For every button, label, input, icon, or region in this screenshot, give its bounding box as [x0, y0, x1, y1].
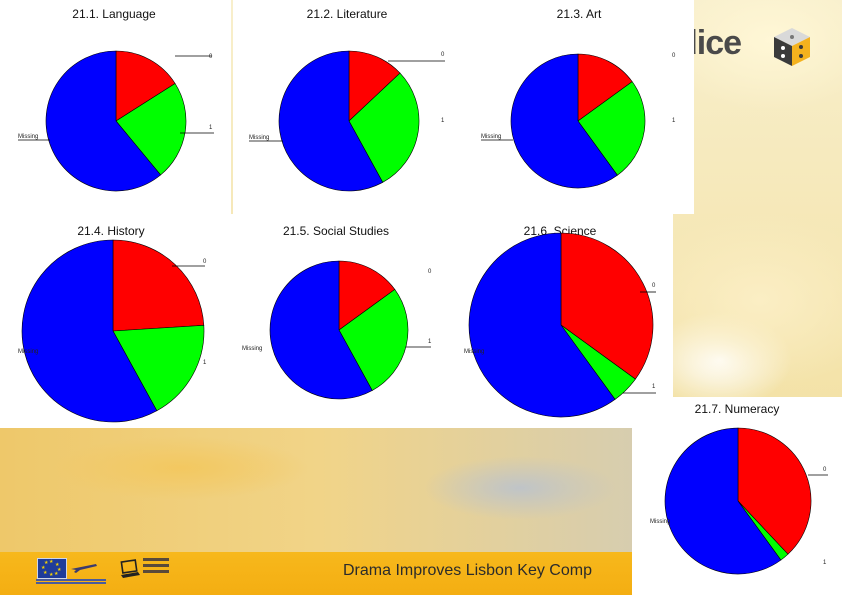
pie-chart-art: 21.3. Art 0 1 Missing: [481, 7, 676, 189]
chart-title: 21.7. Numeracy: [695, 402, 780, 416]
eu-programme-caption: [36, 579, 106, 584]
slice-label: 1: [203, 360, 207, 366]
pie-slice-1: [338, 289, 409, 391]
pie-slice-missing: [664, 427, 782, 575]
pie-slice-0: [560, 232, 654, 380]
airplane-icon: [71, 564, 97, 573]
pie-chart-numeracy: 21.7. Numeracy 0 1 Missing: [650, 402, 828, 575]
slice-label: Missing: [18, 349, 38, 355]
dice-logo-icon: [774, 28, 810, 66]
slice-label: 0: [209, 54, 213, 60]
pie-slice-0: [737, 427, 812, 555]
education-training-caption: [143, 558, 169, 576]
slice-label: 0: [441, 52, 445, 58]
slice-label: 1: [428, 339, 432, 345]
slice-label: Missing: [242, 346, 262, 352]
slice-label: 1: [441, 118, 445, 124]
pie-slice-missing: [278, 50, 384, 192]
slice-label: 1: [823, 560, 827, 566]
pie-slice-1: [348, 72, 420, 183]
slice-label: 0: [203, 259, 207, 265]
slice-label: 1: [209, 125, 213, 131]
slice-label: 0: [672, 53, 676, 59]
slice-label: Missing: [650, 519, 670, 525]
chart-title: 21.4. History: [77, 224, 144, 238]
pie-slice-0: [112, 239, 205, 332]
pie-chart-science: 21.6. Science 0 1 Missing: [464, 224, 656, 418]
slice-label: 1: [672, 118, 676, 124]
pie-chart-history: 21.4. History 0 1 Missing: [18, 224, 207, 423]
pie-slice-missing: [21, 239, 158, 423]
chart-title: 21.5. Social Studies: [283, 224, 389, 238]
pie-slice-1: [112, 324, 205, 412]
slice-label: 1: [652, 384, 656, 390]
slice-label: Missing: [249, 135, 269, 141]
pie-slice-1: [115, 83, 187, 176]
pie-chart-literature: 21.2. Literature 0 1 Missing: [249, 7, 445, 192]
slice-label: 0: [823, 467, 827, 473]
pie-slice-missing: [269, 260, 373, 400]
pie-slice-missing: [45, 50, 162, 192]
pie-chart-language: 21.1. Language 0 1 Missing: [18, 7, 214, 192]
footer-band: [0, 552, 632, 595]
chart-title: 21.2. Literature: [307, 7, 388, 21]
decorative-photo-strip: [0, 428, 640, 553]
slice-label: Missing: [18, 134, 38, 140]
chart-title: 21.1. Language: [72, 7, 156, 21]
pie-chart-social-studies: 21.5. Social Studies 0 1 Missing: [242, 224, 432, 400]
pie-slice-0: [338, 260, 396, 331]
slice-label: 0: [652, 283, 656, 289]
footer-title: Drama Improves Lisbon Key Comp: [343, 562, 592, 579]
pie-slice-0: [115, 50, 176, 122]
slice-label: Missing: [481, 134, 501, 140]
laptop-icon: [120, 559, 140, 578]
slice-label: 0: [428, 269, 432, 275]
eu-flag-icon: ★ ★ ★ ★ ★ ★ ★ ★: [37, 558, 67, 579]
pie-slice-missing: [510, 53, 618, 189]
pie-slice-missing: [468, 232, 616, 418]
slice-label: Missing: [464, 349, 484, 355]
pie-slice-0: [348, 50, 401, 122]
pie-slice-0: [577, 53, 633, 122]
chart-title: 21.3. Art: [557, 7, 602, 21]
pie-slice-1: [577, 81, 646, 176]
